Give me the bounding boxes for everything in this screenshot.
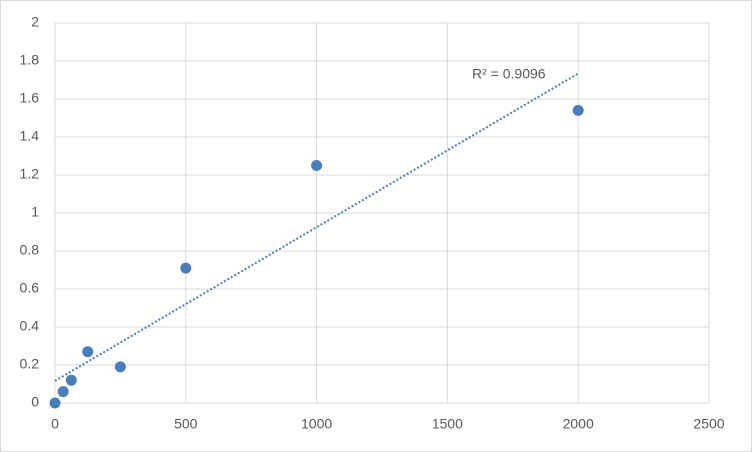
y-tick-label: 1 [31, 204, 39, 220]
y-tick-label: 0.2 [20, 356, 40, 372]
y-tick-label: 1.8 [20, 52, 40, 68]
y-tick-label: 1.4 [20, 128, 40, 144]
point [57, 386, 69, 398]
point [114, 361, 126, 373]
point [572, 104, 584, 116]
x-tick-label: 500 [174, 416, 198, 432]
y-tick-label: 0.4 [20, 318, 40, 334]
point [311, 160, 323, 171]
annotation: R² = 0.9096 [472, 66, 546, 82]
y-tick-label: 1.2 [20, 166, 40, 182]
point [49, 397, 61, 409]
trendline [54, 72, 579, 382]
x-tick-label: 0 [51, 416, 59, 432]
point [82, 346, 94, 358]
x-tick-label: 1000 [301, 416, 332, 432]
point [65, 374, 77, 386]
y-tick-label: 0.6 [20, 280, 40, 296]
x-tick-label: 2500 [693, 416, 724, 432]
x-tick-label: 2000 [563, 416, 594, 432]
x-tick-label: 1500 [432, 416, 463, 432]
y-tick-label: 0 [31, 394, 39, 410]
y-tick-label: 0.8 [20, 242, 40, 258]
point [180, 262, 192, 274]
y-tick-label: 1.6 [20, 90, 40, 106]
y-tick-label: 2 [31, 14, 39, 30]
